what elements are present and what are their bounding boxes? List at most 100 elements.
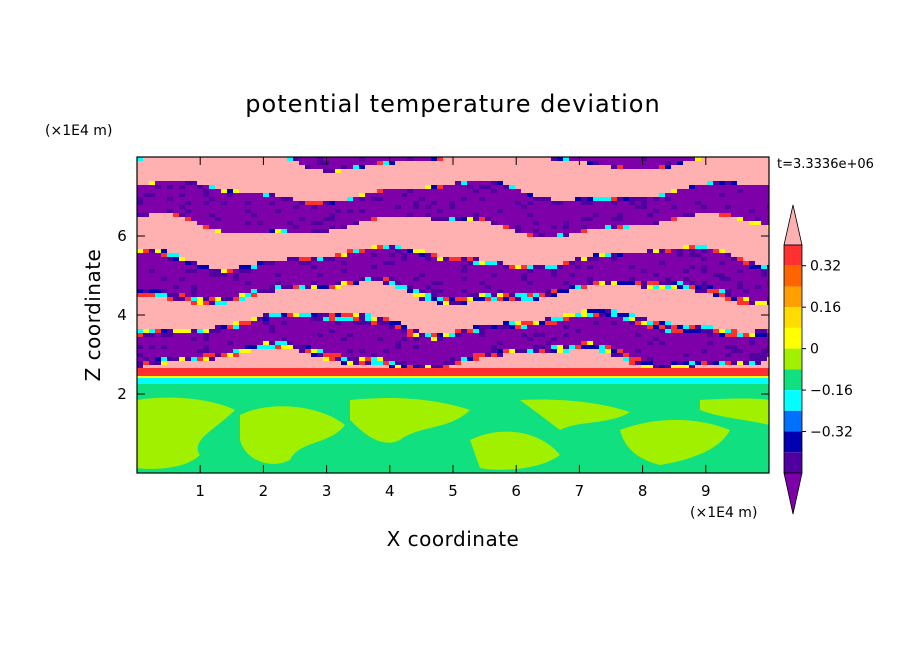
field-cell: [701, 193, 708, 198]
field-cell: [713, 189, 720, 194]
field-cell: [689, 241, 696, 246]
field-cell: [383, 337, 390, 342]
field-cell: [269, 201, 276, 206]
field-cell: [497, 157, 504, 162]
field-cell: [317, 281, 324, 286]
field-cell: [533, 257, 540, 262]
field-cell: [599, 189, 606, 194]
field-cell: [725, 325, 732, 330]
field-cell: [233, 245, 240, 250]
field-cell: [581, 325, 588, 330]
field-cell: [719, 245, 726, 250]
field-cell: [701, 237, 708, 242]
field-cell: [731, 301, 738, 306]
field-cell: [497, 313, 504, 318]
field-cell: [497, 325, 504, 330]
field-cell: [191, 301, 198, 306]
field-cell: [305, 169, 312, 174]
field-cell: [479, 221, 486, 226]
field-cell: [491, 269, 498, 274]
field-cell: [605, 297, 612, 302]
field-cell: [431, 265, 438, 270]
field-cell: [167, 225, 174, 230]
field-cell: [641, 309, 648, 314]
field-cell: [515, 237, 522, 242]
field-cell: [389, 273, 396, 278]
field-cell: [437, 225, 444, 230]
field-cell: [671, 217, 678, 222]
field-cell: [737, 165, 744, 170]
field-cell: [221, 169, 228, 174]
field-cell: [557, 209, 564, 214]
field-cell: [221, 213, 228, 218]
field-cell: [431, 277, 438, 282]
field-cell: [749, 177, 756, 182]
field-cell: [419, 185, 426, 190]
field-cell: [221, 337, 228, 342]
field-cell: [467, 269, 474, 274]
field-cell: [431, 301, 438, 306]
field-cell: [731, 161, 738, 166]
field-cell: [647, 209, 654, 214]
field-cell: [647, 249, 654, 254]
field-cell: [611, 229, 618, 234]
field-cell: [329, 257, 336, 262]
field-cell: [299, 189, 306, 194]
field-cell: [515, 293, 522, 298]
field-cell: [635, 305, 642, 310]
field-cell: [371, 321, 378, 326]
field-cell: [221, 245, 228, 250]
field-cell: [365, 269, 372, 274]
field-cell: [167, 233, 174, 238]
field-cell: [671, 181, 678, 186]
field-cell: [503, 277, 510, 282]
field-cell: [263, 205, 270, 210]
field-cell: [713, 309, 720, 314]
field-cell: [239, 185, 246, 190]
field-cell: [197, 317, 204, 322]
field-cell: [275, 205, 282, 210]
field-cell: [293, 225, 300, 230]
field-cell: [587, 237, 594, 242]
field-cell: [173, 261, 180, 266]
field-cell: [617, 185, 624, 190]
field-cell: [515, 313, 522, 318]
field-cell: [335, 197, 342, 202]
field-cell: [467, 237, 474, 242]
field-cell: [221, 181, 228, 186]
field-cell: [275, 193, 282, 198]
field-cell: [647, 297, 654, 302]
field-cell: [731, 337, 738, 342]
field-cell: [161, 261, 168, 266]
field-cell: [515, 193, 522, 198]
field-cell: [539, 329, 546, 334]
field-cell: [305, 173, 312, 178]
field-cell: [689, 201, 696, 206]
field-cell: [761, 329, 768, 334]
field-cell: [623, 245, 630, 250]
field-cell: [557, 189, 564, 194]
field-cell: [317, 269, 324, 274]
field-cell: [551, 257, 558, 262]
field-cell: [647, 233, 654, 238]
field-cell: [269, 305, 276, 310]
field-cell: [473, 289, 480, 294]
field-cell: [263, 177, 270, 182]
field-cell: [365, 185, 372, 190]
field-cell: [719, 165, 726, 170]
field-cell: [749, 313, 756, 318]
field-cell: [545, 325, 552, 330]
field-cell: [713, 209, 720, 214]
field-cell: [419, 201, 426, 206]
field-cell: [413, 253, 420, 258]
field-cell: [587, 333, 594, 338]
field-cell: [383, 277, 390, 282]
field-cell: [377, 245, 384, 250]
field-cell: [263, 237, 270, 242]
field-cell: [215, 177, 222, 182]
field-cell: [593, 225, 600, 230]
field-cell: [569, 241, 576, 246]
field-cell: [161, 221, 168, 226]
field-cell: [491, 241, 498, 246]
field-cell: [533, 193, 540, 198]
